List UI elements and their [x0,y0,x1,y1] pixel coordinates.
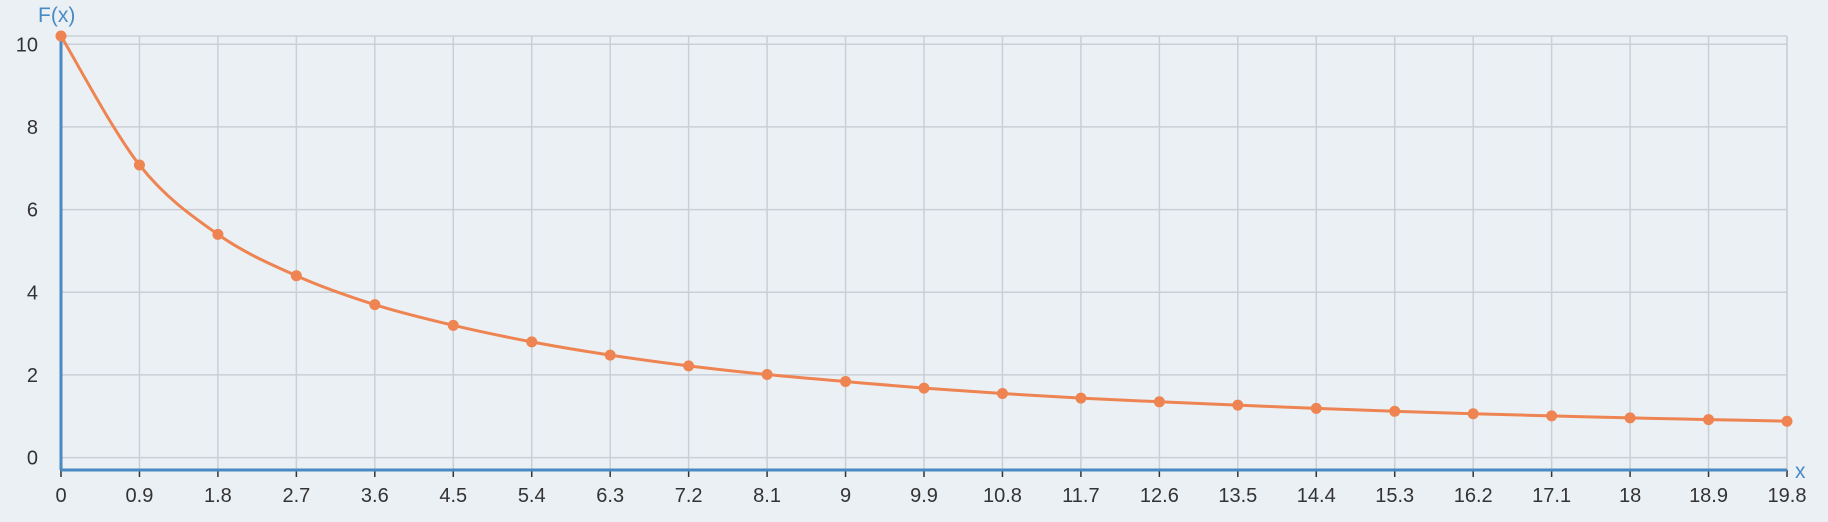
data-point [683,360,695,372]
data-point [290,270,302,282]
x-tick-label: 0.9 [126,485,154,507]
data-point [212,228,224,240]
series-line [59,35,1789,423]
y-tick-label: 10 [16,34,38,56]
x-axis-label: x [1795,460,1806,483]
data-point [840,376,852,388]
data-point [526,336,538,348]
data-point [1467,408,1479,420]
x-tick-label: 12.6 [1140,485,1179,507]
x-tick-label: 9.9 [910,485,938,507]
data-point [604,349,616,361]
data-point [1232,399,1244,411]
x-tick-label: 2.7 [282,485,310,507]
y-tick-label: 4 [27,282,38,304]
x-tick-label: 14.4 [1297,485,1336,507]
x-tick-label: 11.7 [1062,485,1099,507]
x-tick-label: 0 [55,485,66,507]
y-tick-label: 0 [27,448,38,470]
x-tick-label: 5.4 [518,485,546,507]
data-point [1703,414,1715,426]
grid [60,35,1788,470]
x-tick-label: 7.2 [675,485,703,507]
y-tick-label: 6 [27,200,38,222]
x-tick-label: 18 [1619,485,1641,507]
x-tick-label: 15.3 [1375,485,1414,507]
x-tick-label: 13.5 [1218,485,1257,507]
x-tick-label: 8.1 [753,485,781,507]
x-tick-label: 17.1 [1532,485,1571,507]
y-axis-label: F(x) [38,4,75,27]
x-tick-label: 4.5 [439,485,467,507]
data-point [1781,415,1793,427]
x-tick-label: 3.6 [361,485,389,507]
data-point [1153,396,1165,408]
x-tick-label: 1.8 [204,485,232,507]
x-tick-label: 16.2 [1454,485,1493,507]
data-point [447,319,459,331]
data-point [369,299,381,311]
tick-labels: 0 0.9 1.8 2.7 3.6 4.5 5.4 6.3 7.2 8.1 9 9.9 10.8 11.7… [16,34,1807,507]
data-point [1389,405,1401,417]
data-point [1546,410,1558,422]
data-point [996,388,1008,400]
x-tick-label: 18.9 [1689,485,1728,507]
data-point [918,382,930,394]
x-tick-label: 19.8 [1768,485,1807,507]
axes [59,32,1788,477]
data-point [1624,412,1636,424]
data-point [761,369,773,381]
x-tick-label: 9 [840,485,851,507]
y-tick-label: 8 [27,117,38,139]
data-point [55,30,67,42]
y-tick-label: 2 [27,365,38,387]
x-tick-label: 10.8 [983,485,1022,507]
x-tick-label: 6.3 [596,485,624,507]
data-point [133,159,145,171]
data-point [1310,402,1322,414]
data-point [1075,392,1087,404]
data-points [55,30,1793,427]
